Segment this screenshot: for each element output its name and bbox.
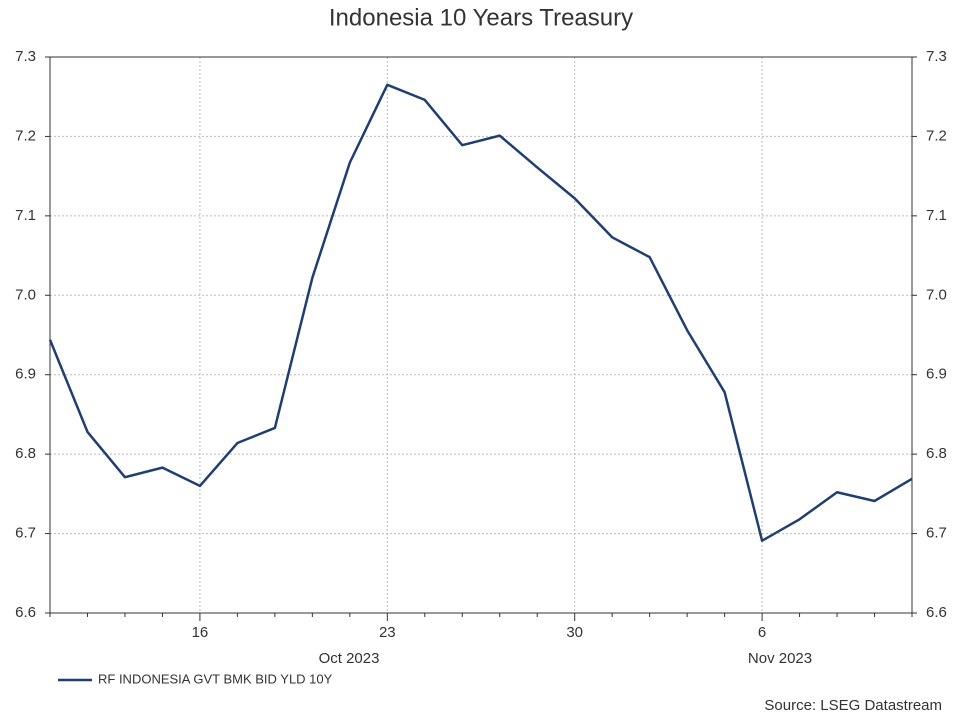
y2-tick-label: 6.8 bbox=[926, 445, 947, 462]
x-group-label: Nov 2023 bbox=[748, 650, 812, 667]
y2-tick-label: 6.6 bbox=[926, 604, 947, 621]
chart-title: Indonesia 10 Years Treasury bbox=[329, 4, 633, 31]
y2-tick-label: 7.2 bbox=[926, 127, 947, 144]
legend-label: RF INDONESIA GVT BMK BID YLD 10Y bbox=[98, 671, 333, 686]
x-tick-label: 30 bbox=[566, 624, 583, 641]
y-tick-label: 7.3 bbox=[15, 48, 36, 65]
y2-tick-label: 6.9 bbox=[926, 366, 947, 383]
y-tick-label: 6.6 bbox=[15, 604, 36, 621]
source-note: Source: LSEG Datastream bbox=[764, 697, 942, 714]
y-tick-label: 6.7 bbox=[15, 525, 36, 542]
y-tick-label: 6.8 bbox=[15, 445, 36, 462]
x-tick-label: 16 bbox=[192, 624, 209, 641]
x-tick-label: 23 bbox=[379, 624, 396, 641]
x-group-label: Oct 2023 bbox=[319, 650, 380, 667]
data-line bbox=[48, 83, 913, 542]
y-tick-label: 7.0 bbox=[15, 286, 36, 303]
y2-tick-label: 6.7 bbox=[926, 525, 947, 542]
y-tick-label: 7.1 bbox=[15, 207, 36, 224]
plot-frame bbox=[49, 56, 913, 614]
y-tick-label: 6.9 bbox=[15, 366, 36, 383]
y-tick-label: 7.2 bbox=[15, 127, 36, 144]
y2-tick-label: 7.0 bbox=[926, 286, 947, 303]
y2-tick-label: 7.3 bbox=[926, 48, 947, 65]
y2-tick-label: 7.1 bbox=[926, 207, 947, 224]
x-tick-label: 6 bbox=[758, 624, 766, 641]
